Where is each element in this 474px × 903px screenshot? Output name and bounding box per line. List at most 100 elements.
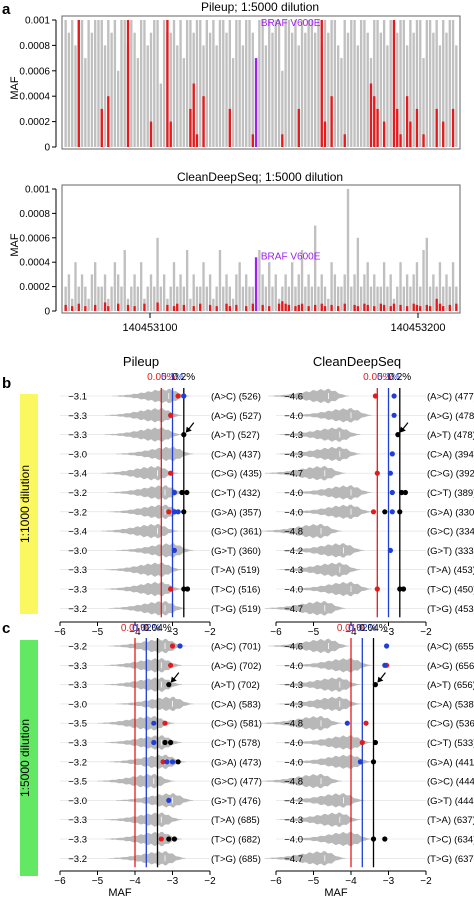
row-center-label: −4.8 [284,719,303,730]
row-center-label: −3.3 [68,680,87,691]
row-mutation-label: (G>C) (361) [211,527,262,538]
bar-gray [179,274,182,311]
y-axis-label: MAF [9,76,21,100]
bar-gray [350,20,353,147]
bar-gray [369,286,373,311]
bar-gray [419,20,422,147]
bar-gray [189,20,192,147]
bar-red [422,134,425,147]
violin [268,388,350,404]
bar-gray [116,274,120,311]
row-center-label: −3.3 [68,661,87,672]
bar-red [412,303,415,311]
outlier-dot [171,489,177,496]
bar-gray [238,20,241,147]
x-tick-label: −2 [204,876,216,887]
panel-title: Pileup [123,354,159,369]
outlier-dot [344,720,350,726]
row-mutation-label: (G>C) (444) [427,777,474,788]
outlier-dot [374,586,380,592]
bar-gray [445,274,448,311]
violin [279,677,361,692]
row-center-label: −4.0 [284,738,303,749]
bar-gray [80,274,84,311]
bar-gray [67,274,71,311]
violin [261,773,342,789]
x-tick-label: −4 [129,627,141,638]
bar-gray [379,32,383,148]
bar-gray [149,274,153,311]
bar-gray [208,274,212,311]
bar-gray [185,250,189,311]
row-mutation-label: (T>G) (637) [427,854,474,865]
bar-gray [340,58,343,147]
bar-gray [448,20,451,147]
bar-gray [422,58,425,147]
bar-red [363,303,366,311]
bar-gray [103,45,107,147]
row-mutation-label: (C>T) (533) [427,738,474,749]
bar-gray [317,286,320,311]
bar-red [116,303,120,311]
bar-gray [159,286,163,311]
row-center-label: −4.0 [284,507,303,518]
bar-gray [327,298,330,311]
bar-gray [172,262,176,311]
bar-gray [130,286,133,311]
dilution-band-1000: 1:1000 dilution [18,394,38,614]
bar-red [307,306,310,311]
bar-gray [330,262,333,311]
braf-annotation: BRAF V600E [261,18,321,29]
outlier-dot [372,682,378,688]
bar-gray [251,32,254,148]
row-mutation-label: (T>A) (685) [211,815,260,826]
bar-gray [80,20,84,147]
row-mutation-label: (C>A) (394) [427,449,474,460]
row-center-label: −4.8 [284,777,303,788]
bar-red [409,121,412,147]
bar-gray [153,20,156,147]
row-mutation-label: (T>G) (453) [427,604,474,615]
x-tick-label: −6 [270,876,282,887]
bar-gray [228,286,231,311]
bar-gray [425,237,428,311]
bar-red [149,121,153,147]
violin [97,716,175,731]
bar-gray [327,32,330,148]
bar-gray [215,45,218,147]
row-mutation-label: (T>G) (685) [211,854,261,865]
bar-red [176,303,179,311]
outlier-dot [169,643,176,649]
bar-gray [146,286,149,311]
violin [279,696,361,712]
outlier-dot [389,489,395,496]
bar-red [261,304,264,311]
violin [101,523,179,539]
bar-gray [402,286,405,311]
bar-gray [113,20,117,147]
bar-red [405,306,409,311]
outlier-dot [382,509,388,515]
bar-gray [120,20,123,147]
bar-gray [64,20,67,147]
bar-gray [287,286,291,311]
bar-gray [373,274,376,311]
bar-red [353,304,356,311]
violin [116,696,194,712]
bar-gray [435,20,438,147]
bar-gray [113,262,117,311]
bar-gray [97,286,100,311]
bar-gray [294,286,297,311]
outlier-dot [382,662,388,668]
bar-gray [235,274,238,311]
row-mutation-label: (T>C) (450) [427,585,474,596]
outlier-dot [151,739,157,746]
y-axis: 0 0.0002 0.0004 0.0006 0.0008 0.001 [19,185,57,318]
x-tick-label: 140453100 [122,322,177,334]
outlier-dot [391,412,397,418]
bar-gray [149,32,153,148]
bar-gray [284,274,287,311]
row-center-label: −4.0 [284,411,303,422]
violin [105,658,182,673]
bar-red [405,96,409,147]
